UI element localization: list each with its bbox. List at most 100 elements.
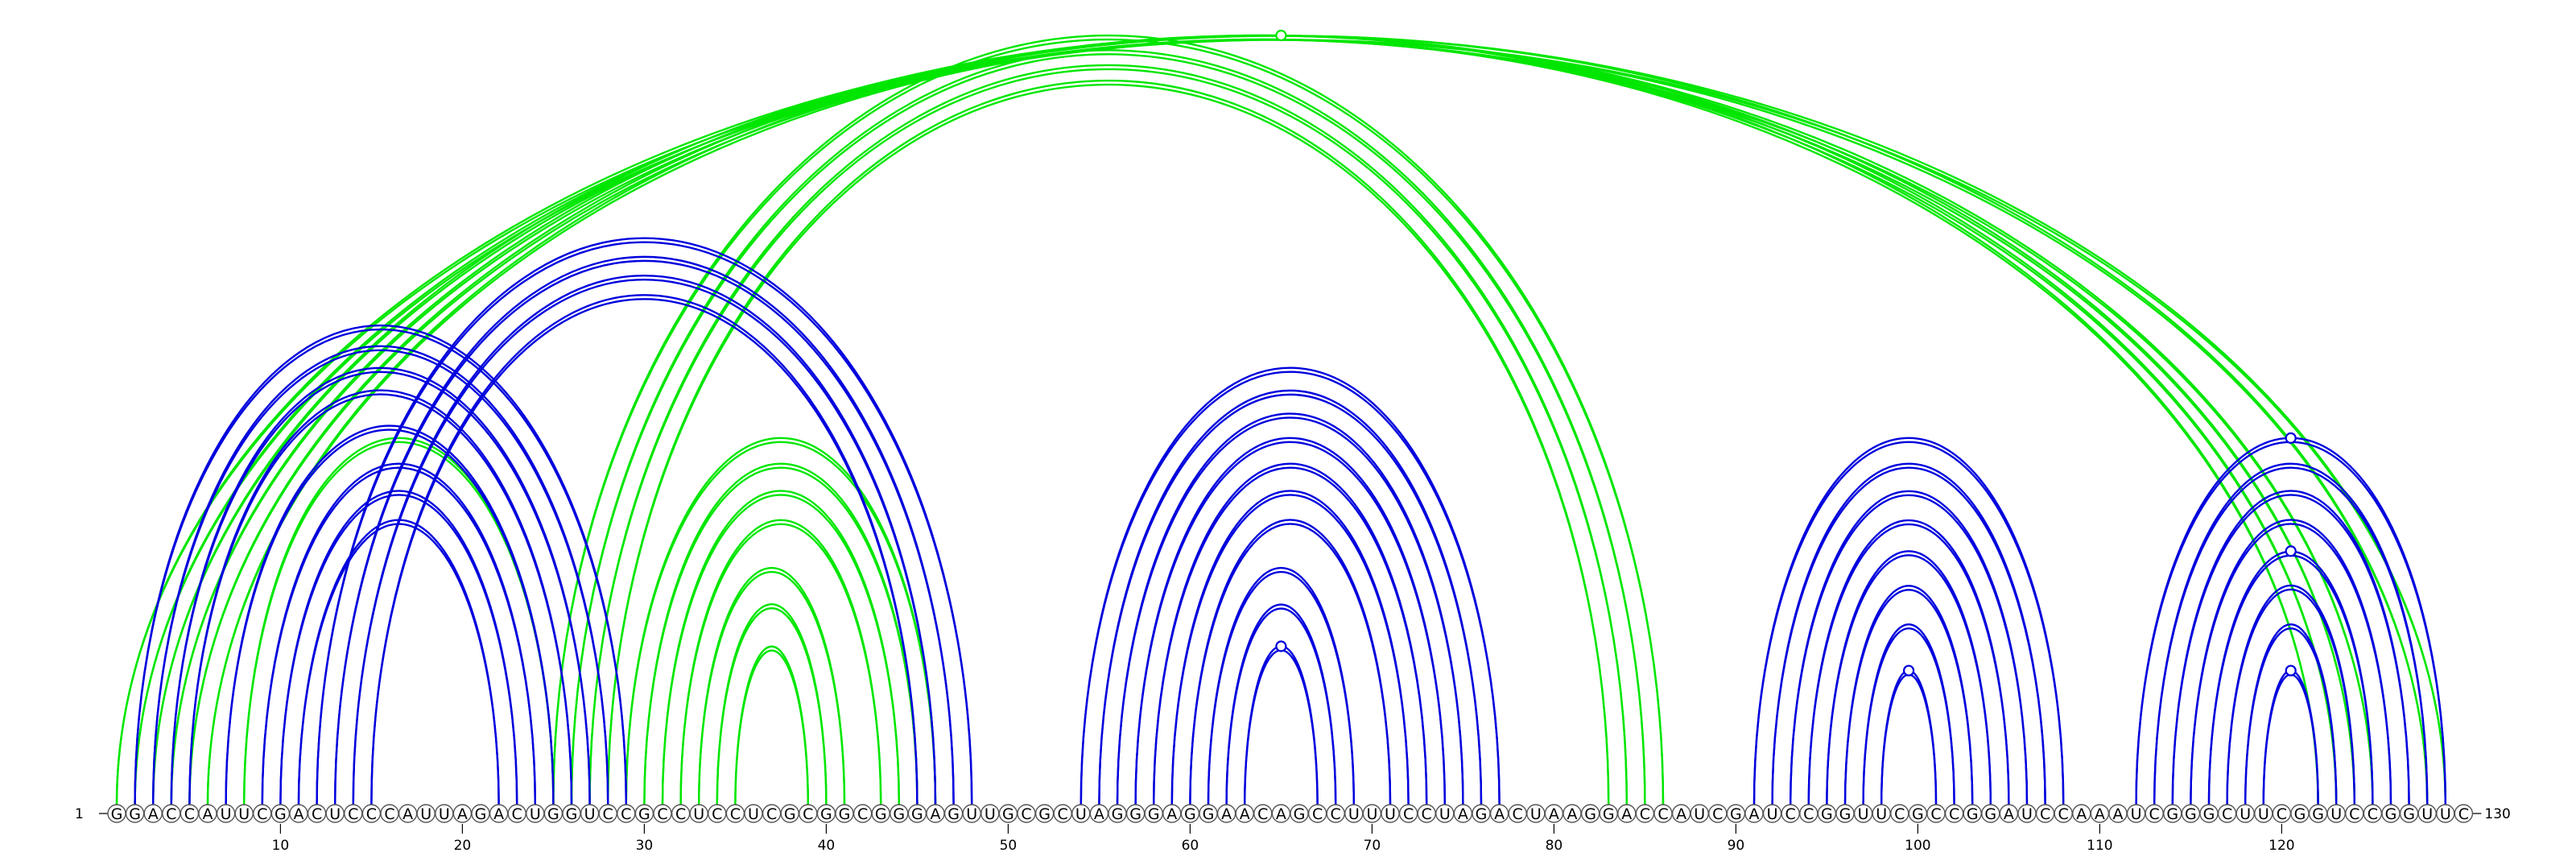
arc-blue-54-77	[1080, 371, 1501, 805]
nucleotide-43: G	[871, 804, 890, 823]
arc-markers	[1275, 29, 2297, 677]
arc-marker-119-122	[2285, 664, 2297, 677]
nucleotide-45: G	[907, 804, 927, 823]
arc-blue-14-46	[352, 275, 937, 805]
nucleotide-letter-43: G	[875, 805, 887, 823]
nucleotide-46: A	[926, 804, 945, 823]
nucleotide-letter-29: C	[621, 805, 631, 823]
nucleotide-letter-83: G	[1603, 805, 1615, 823]
nucleotide-letter-47: G	[947, 805, 960, 823]
nucleotide-10: G	[270, 804, 291, 823]
nucleotide-letter-65: A	[1276, 805, 1286, 823]
nucleotide-35: C	[725, 804, 745, 823]
nucleotide-79: U	[1526, 804, 1546, 823]
nucleotide-78: C	[1508, 804, 1527, 823]
nucleotide-letter-125: C	[2368, 805, 2378, 823]
nucleotide-95: G	[1817, 804, 1837, 823]
nucleotide-14: C	[344, 804, 363, 823]
nucleotide-80: A	[1544, 804, 1564, 823]
nucleotide-110: A	[2090, 804, 2110, 823]
nucleotide-letter-109: A	[2076, 805, 2087, 823]
nucleotide-19: U	[435, 804, 454, 823]
nucleotide-letter-78: C	[1513, 805, 1523, 823]
nucleotide-letter-92: U	[1767, 805, 1778, 823]
nucleotide-letter-108: C	[2058, 805, 2069, 823]
nucleotide-114: G	[2163, 804, 2182, 823]
nucleotide-41: G	[835, 804, 854, 823]
nucleotide-letter-99: C	[1894, 805, 1905, 823]
nucleotide-letter-20: A	[457, 805, 468, 823]
nucleotide-15: C	[361, 804, 382, 823]
nucleotide-letter-4: C	[166, 805, 176, 823]
nucleotide-letter-111: A	[2113, 805, 2124, 823]
arc-blue-56-75	[1116, 416, 1464, 805]
nucleotide-letter-23: C	[512, 805, 522, 823]
nucleotide-21: G	[471, 804, 490, 823]
nucleotide-letter-71: U	[1385, 805, 1396, 823]
nucleotide-47: G	[943, 804, 964, 823]
nucleotide-letter-127: G	[2403, 805, 2415, 823]
nucleotide-70: U	[1362, 804, 1382, 823]
arc-blue-57-74	[1134, 441, 1446, 805]
arc-blue-11-22	[297, 523, 500, 805]
nucleotide-124: C	[2345, 804, 2364, 823]
arc-green-26-85	[570, 53, 1646, 805]
nucleotide-letter-68: C	[1331, 805, 1341, 823]
nucleotide-letter-86: C	[1657, 805, 1668, 823]
nucleotide-115: G	[2181, 804, 2201, 823]
tick-label-90: 90	[1728, 838, 1745, 854]
nucleotide-letter-91: A	[1749, 805, 1760, 823]
nucleotide-68: C	[1326, 804, 1345, 823]
arc-green-30-45	[643, 466, 919, 805]
nucleotide-26: G	[562, 804, 581, 823]
nucleotide-101: C	[1926, 804, 1946, 823]
arc-blue-63-67	[1244, 649, 1319, 805]
arc-marker-98-101	[1903, 664, 1915, 677]
arc-blue-97-102	[1862, 623, 1955, 805]
nucleotide-86: C	[1653, 804, 1673, 823]
nucleotide-62: A	[1216, 804, 1236, 823]
nucleotide-32: C	[671, 804, 691, 823]
nucleotide-letter-27: U	[584, 805, 596, 823]
arc-blue-114-127	[2171, 494, 2410, 805]
nucleotide-13: U	[325, 804, 345, 823]
nucleotide-71: U	[1381, 804, 1400, 823]
nucleotide-letter-84: A	[1621, 805, 1632, 823]
nucleotide-letter-115: G	[2185, 805, 2197, 823]
arc-blue-118-123	[2244, 623, 2338, 805]
nucleotide-2: G	[125, 804, 145, 823]
nucleotide-letter-82: G	[1584, 805, 1596, 823]
nucleotide-48: U	[962, 804, 981, 823]
nucleotide-30: G	[634, 804, 654, 823]
arc-blue-14-46	[352, 279, 937, 805]
nucleotide-125: C	[2363, 804, 2383, 823]
arc-green-3-125	[152, 34, 2374, 805]
nucleotide-8: U	[234, 804, 254, 823]
nucleotide-96: G	[1835, 804, 1855, 823]
nucleotide-letter-31: C	[657, 805, 667, 823]
nucleotide-letter-53: C	[1058, 805, 1068, 823]
nucleotide-letter-80: A	[1549, 805, 1559, 823]
nucleotide-letter-98: U	[1876, 805, 1887, 823]
nucleotide-letter-64: C	[1257, 805, 1268, 823]
nucleotide-44: G	[890, 804, 909, 823]
nucleotide-letter-52: G	[1038, 805, 1051, 823]
nucleotide-letter-113: C	[2149, 805, 2160, 823]
nucleotide-109: A	[2072, 804, 2091, 823]
nucleotide-6: A	[198, 804, 217, 823]
nucleotide-letter-54: U	[1075, 805, 1087, 823]
nucleotide-letter-18: U	[420, 805, 431, 823]
nucleotide-letter-75: A	[1458, 805, 1468, 823]
nucleotide-55: A	[1089, 804, 1109, 823]
nucleotide-letter-63: A	[1240, 805, 1250, 823]
nucleotide-letter-120: C	[2277, 805, 2287, 823]
nucleotide-letter-117: C	[2222, 805, 2232, 823]
nucleotide-77: A	[1489, 804, 1509, 823]
nucleotide-letter-94: C	[1803, 805, 1814, 823]
arc-green-34-40	[716, 603, 828, 805]
nucleotide-38: G	[780, 804, 799, 823]
nucleotide-letter-89: C	[1712, 805, 1723, 823]
nucleotide-126: G	[2381, 804, 2401, 823]
nucleotide-letter-101: C	[1930, 805, 1941, 823]
